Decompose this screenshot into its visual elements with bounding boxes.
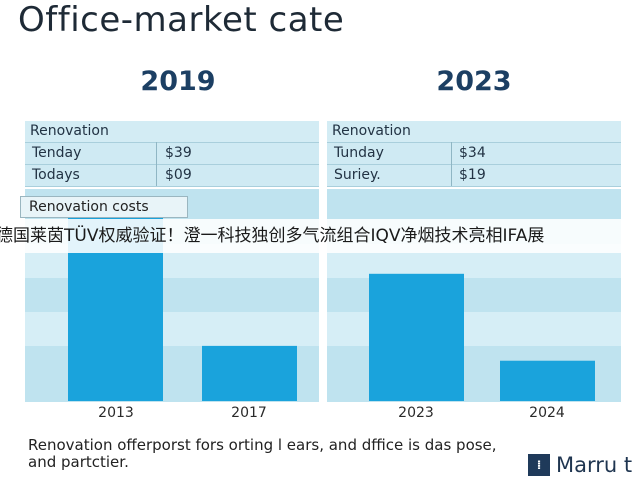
table-row: Todays $09 [25,165,319,187]
renovation-costs-label: Renovation costs [20,196,188,218]
table-header: Renovation [327,121,621,143]
bar-2024 [500,360,595,401]
brand-logo: ⁞ Marru t [528,453,632,477]
x-tick-label: 2023 [398,405,434,421]
x-tick-label: 2013 [98,405,134,421]
table-row: Tunday $34 [327,143,621,165]
column-divider [451,142,452,186]
panel-year-2023: 2023 [436,66,512,97]
panel-year-2019: 2019 [140,66,216,97]
row-label: Todays [32,167,80,183]
logo-text: Marru t [556,453,633,477]
row-value: $34 [459,145,486,161]
footnote: Renovation offerporst fors orting l ears… [28,436,497,471]
row-label: Tunday [334,145,384,161]
banner-text: 德国莱茵TÜV权威验证！澄一科技独创多气流组合IQV净烟技术亮相IFA展 [0,226,545,246]
table-row: Suriey. $19 [327,165,621,187]
row-value: $19 [459,167,486,183]
row-value: $09 [165,167,192,183]
bar-2023 [369,273,464,401]
row-label: Tenday [32,145,82,161]
column-divider [156,142,157,186]
row-label: Suriey. [334,167,381,183]
table-header-label: Renovation [30,123,109,139]
overlay-banner: 德国莱茵TÜV权威验证！澄一科技独创多气流组合IQV净烟技术亮相IFA展 [0,219,640,253]
table-row: Tenday $39 [25,143,319,165]
table-header-label: Renovation [332,123,411,139]
table-header: Renovation [25,121,319,143]
logo-mark-icon: ⁞ [528,454,550,476]
bar-2017 [202,345,297,401]
x-tick-label: 2024 [529,405,565,421]
x-tick-label: 2017 [231,405,267,421]
row-value: $39 [165,145,192,161]
chart-title: Office-market cate [18,0,345,40]
